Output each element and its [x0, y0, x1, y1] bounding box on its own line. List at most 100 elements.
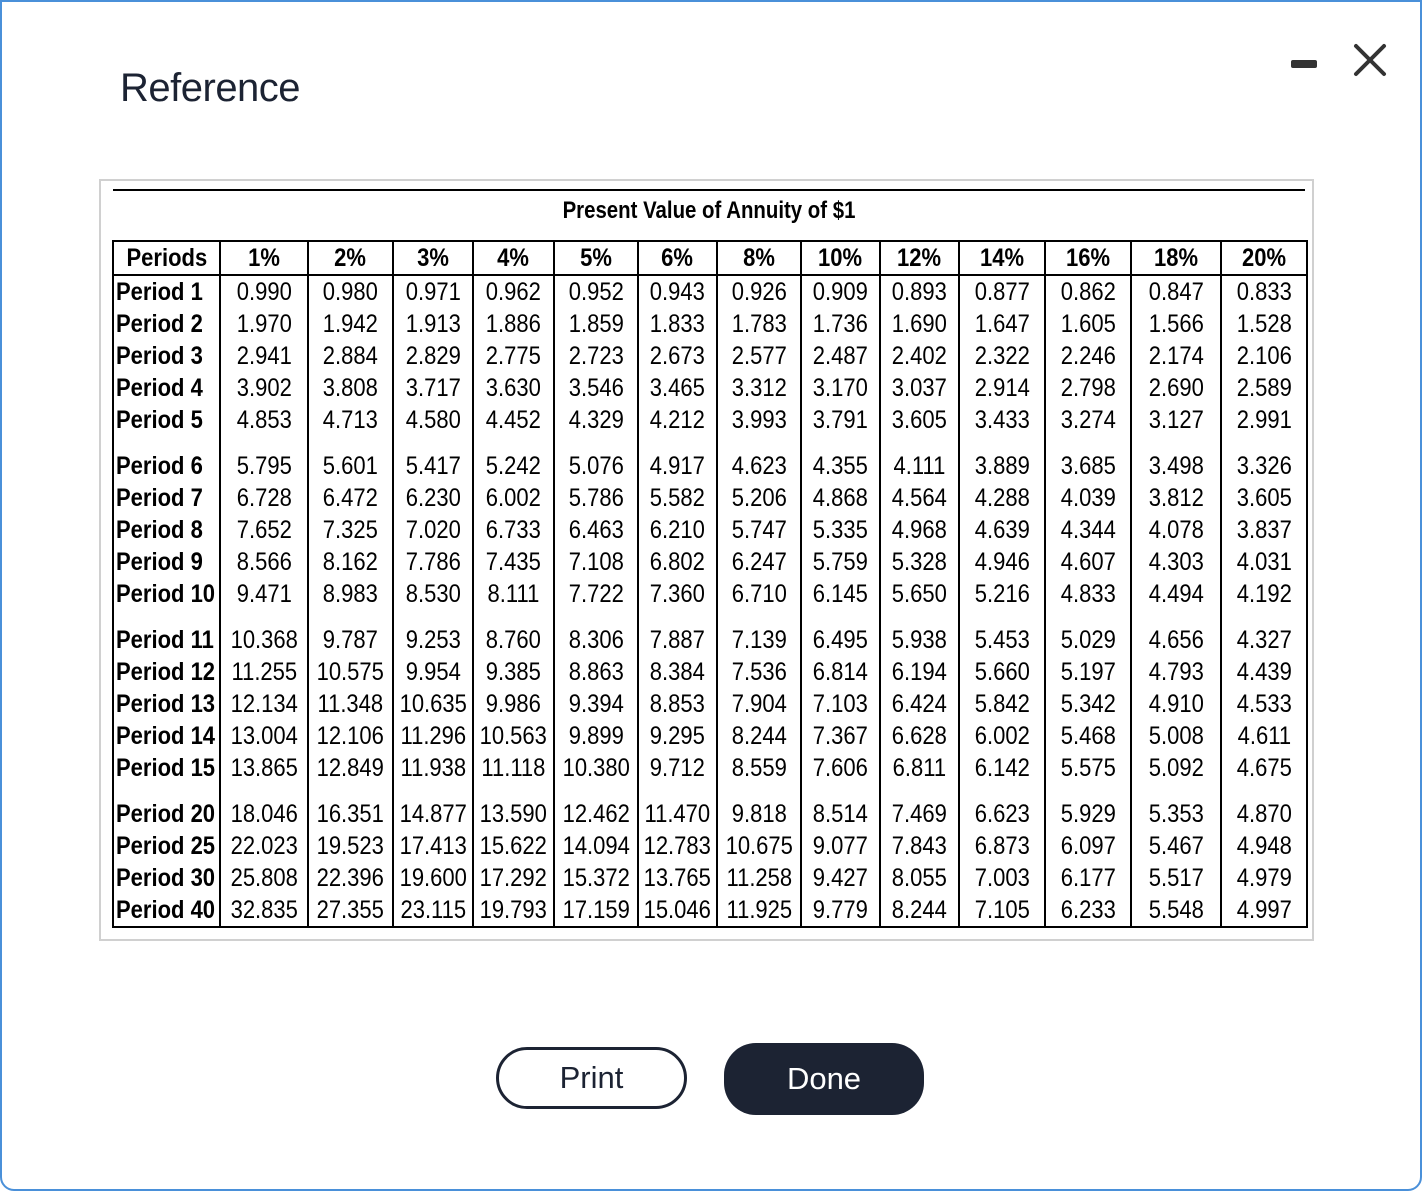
table-row: Period 12 11.255 10.575 9.954 9.385 8.863 8.38… [112, 656, 1308, 688]
table-cell: 4.917 [637, 450, 718, 482]
column-header-rate: 6% [637, 240, 718, 276]
table-cell: 12.462 [553, 798, 639, 830]
table-cell: 1.566 [1130, 308, 1222, 340]
table-cell: 4.833 [1044, 578, 1132, 610]
table-cell: 4.910 [1130, 688, 1222, 720]
group-spacer [112, 610, 1308, 624]
column-header-rate: 8% [716, 240, 802, 276]
table-cell: 5.929 [1044, 798, 1132, 830]
table-row: Period 7 6.728 6.472 6.230 6.002 5.786 5.582 5.… [112, 482, 1308, 514]
column-header-rate: 10% [800, 240, 881, 276]
table-cell: 8.760 [472, 624, 555, 656]
table-cell: 2.487 [800, 340, 881, 372]
row-label: Period 5 [112, 404, 221, 436]
table-cell: 4.344 [1044, 514, 1132, 546]
table-cell: 1.970 [219, 308, 309, 340]
table-cell: 7.887 [637, 624, 718, 656]
table-cell: 6.463 [553, 514, 639, 546]
row-label: Period 2 [112, 308, 221, 340]
table-cell: 5.328 [879, 546, 960, 578]
row-label: Period 10 [112, 578, 221, 610]
table-cell: 4.212 [637, 404, 718, 436]
done-button[interactable]: Done [724, 1043, 924, 1115]
table-cell: 4.580 [392, 404, 474, 436]
table-cell: 3.433 [958, 404, 1046, 436]
row-label: Period 40 [112, 894, 221, 928]
table-cell: 6.230 [392, 482, 474, 514]
minimize-icon[interactable] [1291, 60, 1317, 68]
table-cell: 1.859 [553, 308, 639, 340]
table-cell: 11.470 [637, 798, 718, 830]
table-cell: 4.870 [1220, 798, 1308, 830]
table-cell: 2.174 [1130, 340, 1222, 372]
table-cell: 4.111 [879, 450, 960, 482]
table-cell: 5.008 [1130, 720, 1222, 752]
table-cell: 22.023 [219, 830, 309, 862]
table-cell: 23.115 [392, 894, 474, 928]
table-cell: 3.037 [879, 372, 960, 404]
table-cell: 6.233 [1044, 894, 1132, 928]
table-cell: 17.292 [472, 862, 555, 894]
table-cell: 7.469 [879, 798, 960, 830]
close-icon[interactable] [1350, 40, 1390, 80]
table-cell: 13.765 [637, 862, 718, 894]
top-rule [113, 189, 1305, 191]
table-cell: 5.092 [1130, 752, 1222, 784]
table-cell: 3.837 [1220, 514, 1308, 546]
table-cell: 0.847 [1130, 275, 1222, 308]
table-cell: 4.327 [1220, 624, 1308, 656]
table-cell: 0.962 [472, 275, 555, 308]
table-cell: 8.111 [472, 578, 555, 610]
table-cell: 3.808 [307, 372, 394, 404]
table-cell: 3.498 [1130, 450, 1222, 482]
table-cell: 5.197 [1044, 656, 1132, 688]
table-cell: 3.717 [392, 372, 474, 404]
table-cell: 2.798 [1044, 372, 1132, 404]
table-cell: 10.675 [716, 830, 802, 862]
table-cell: 0.926 [716, 275, 802, 308]
table-cell: 17.159 [553, 894, 639, 928]
table-cell: 11.118 [472, 752, 555, 784]
table-cell: 0.971 [392, 275, 474, 308]
table-cell: 4.639 [958, 514, 1046, 546]
table-cell: 3.791 [800, 404, 881, 436]
row-label: Period 25 [112, 830, 221, 862]
table-cell: 9.077 [800, 830, 881, 862]
table-cell: 10.575 [307, 656, 394, 688]
table-cell: 4.656 [1130, 624, 1222, 656]
table-cell: 3.326 [1220, 450, 1308, 482]
table-cell: 4.031 [1220, 546, 1308, 578]
table-row: Period 2 1.970 1.942 1.913 1.886 1.859 1.833 1.… [112, 308, 1308, 340]
table-cell: 10.563 [472, 720, 555, 752]
table-cell: 8.559 [716, 752, 802, 784]
table-cell: 3.889 [958, 450, 1046, 482]
row-label: Period 15 [112, 752, 221, 784]
print-button[interactable]: Print [496, 1047, 687, 1109]
table-cell: 7.786 [392, 546, 474, 578]
table-cell: 5.206 [716, 482, 802, 514]
table-cell: 9.818 [716, 798, 802, 830]
table-cell: 6.142 [958, 752, 1046, 784]
row-label: Period 30 [112, 862, 221, 894]
table-cell: 1.605 [1044, 308, 1132, 340]
row-label: Period 1 [112, 275, 221, 308]
row-label: Period 4 [112, 372, 221, 404]
table-cell: 4.948 [1220, 830, 1308, 862]
table-cell: 5.453 [958, 624, 1046, 656]
table-cell: 5.335 [800, 514, 881, 546]
table-cell: 3.465 [637, 372, 718, 404]
row-label: Period 9 [112, 546, 221, 578]
table-cell: 11.258 [716, 862, 802, 894]
table-cell: 5.242 [472, 450, 555, 482]
table-cell: 0.833 [1220, 275, 1308, 308]
table-cell: 12.849 [307, 752, 394, 784]
table-cell: 13.590 [472, 798, 555, 830]
table-cell: 7.103 [800, 688, 881, 720]
table-cell: 18.046 [219, 798, 309, 830]
table-cell: 2.402 [879, 340, 960, 372]
table-cell: 4.713 [307, 404, 394, 436]
table-cell: 2.941 [219, 340, 309, 372]
table-cell: 4.611 [1220, 720, 1308, 752]
table-cell: 3.685 [1044, 450, 1132, 482]
table-row: Period 1 0.990 0.980 0.971 0.962 0.952 0.943 0.… [112, 275, 1308, 308]
